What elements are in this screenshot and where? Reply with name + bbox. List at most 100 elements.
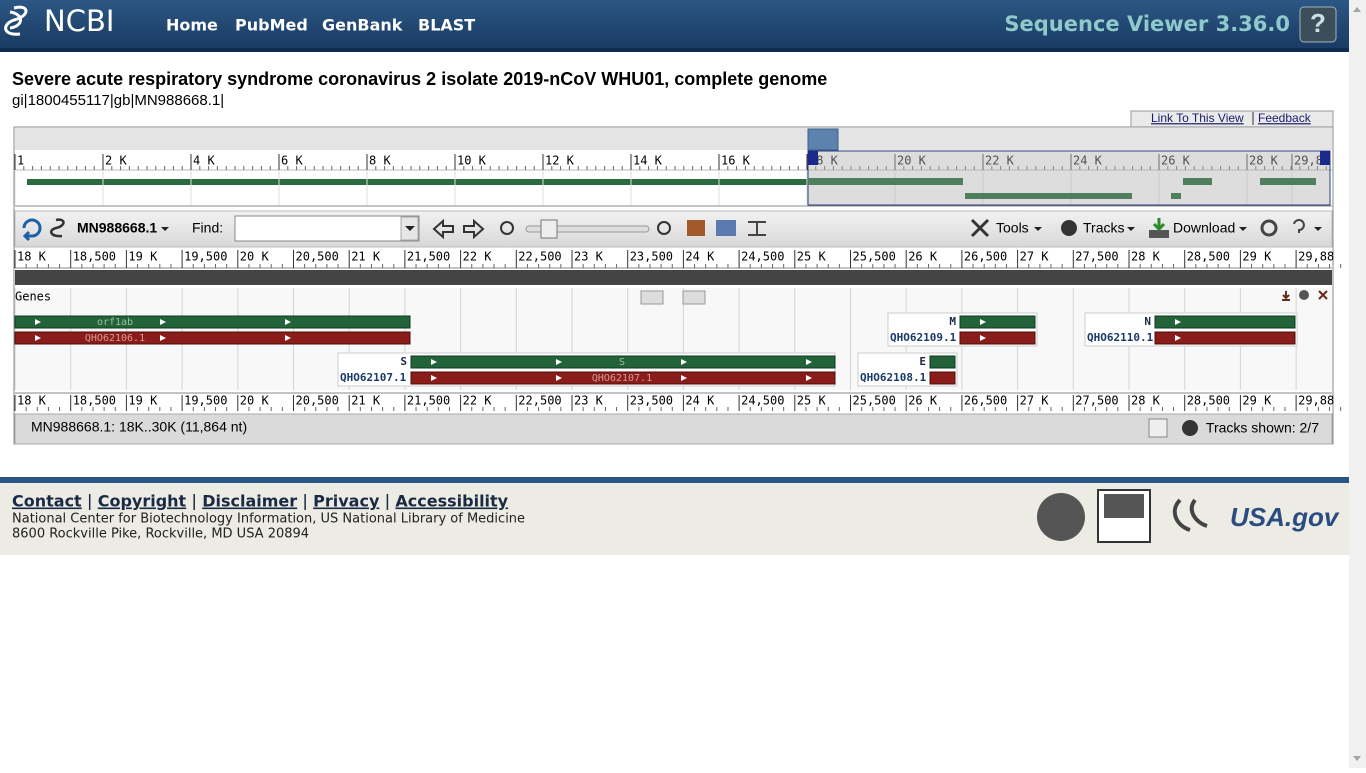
- ruler-tick-label: 25,500: [853, 394, 896, 408]
- help-menu-icon[interactable]: [1293, 219, 1305, 233]
- overview-tick-label: 26 K: [1161, 154, 1191, 168]
- help-button[interactable]: [1299, 6, 1337, 43]
- help-icon[interactable]: ?: [1310, 8, 1326, 38]
- hhs-logo[interactable]: [1172, 498, 1208, 532]
- nav-link[interactable]: GenBank: [322, 16, 403, 35]
- ruler-tick-label: 21,500: [407, 250, 450, 264]
- ruler-tick-label: 21,500: [407, 394, 450, 408]
- zoom-out[interactable]: [500, 221, 514, 235]
- overview-tick-label: 24 K: [1073, 154, 1103, 168]
- cds-bar[interactable]: [929, 371, 956, 385]
- download-menu[interactable]: Download: [1173, 220, 1235, 236]
- tools-menu[interactable]: Tools: [996, 220, 1029, 236]
- ruler-tick-label: 19,500: [184, 394, 227, 408]
- protein-name: QHO62108.1: [860, 371, 927, 384]
- track-nav-prev[interactable]: [640, 290, 664, 305]
- ruler-tick-label: 29 K: [1242, 394, 1272, 408]
- overview-tick-label: 14 K: [633, 154, 663, 168]
- footer-link[interactable]: Privacy: [313, 492, 380, 511]
- ruler-tick-label: 23,500: [630, 250, 673, 264]
- track-nav-next[interactable]: [682, 290, 706, 305]
- find-input[interactable]: [234, 215, 420, 242]
- refresh-icon[interactable]: [1260, 219, 1278, 237]
- strand-arrow: [806, 359, 812, 381]
- download-icon[interactable]: [1149, 230, 1169, 238]
- view-link[interactable]: Link To This View: [1151, 111, 1244, 125]
- tracks-shown-icon[interactable]: [1182, 420, 1198, 436]
- view-link[interactable]: Feedback: [1258, 111, 1312, 125]
- overview-marker[interactable]: [807, 128, 839, 151]
- find-dropdown-arrow[interactable]: [405, 226, 415, 231]
- tool-icon[interactable]: [716, 220, 736, 236]
- scrollbar[interactable]: [1349, 0, 1366, 768]
- ruler-tick-label: 24 K: [685, 394, 715, 408]
- tracks-icon[interactable]: [1061, 220, 1077, 236]
- selection-handle-right[interactable]: [1320, 151, 1330, 165]
- cds-bar[interactable]: [410, 371, 836, 385]
- gene-name: E: [919, 355, 926, 368]
- tool-icon[interactable]: [687, 220, 705, 236]
- tracks-shown[interactable]: Tracks shown: 2/7: [1206, 420, 1319, 436]
- ruler-tick-label: 29,88: [1298, 250, 1334, 264]
- overview-tick-label: 22 K: [985, 154, 1015, 168]
- gene-bar[interactable]: [959, 315, 1036, 329]
- ruler-tick-label: 25 K: [797, 394, 827, 408]
- seq-selector[interactable]: MN988668.1: [77, 220, 157, 236]
- ruler-tick-label: 26 K: [908, 394, 938, 408]
- tools-icon[interactable]: [970, 218, 990, 238]
- usagov-logo[interactable]: USA.gov: [1230, 502, 1340, 532]
- nav-link[interactable]: Home: [166, 16, 218, 35]
- nlm-logo-art: [1104, 494, 1144, 518]
- track-label: Genes: [15, 290, 51, 304]
- ruler-tick-label: 22 K: [463, 250, 493, 264]
- header-bar: [0, 0, 1349, 50]
- ruler-tick-label: 23 K: [574, 394, 604, 408]
- footer-line: [0, 477, 1349, 483]
- nav-link[interactable]: PubMed: [235, 16, 308, 35]
- page-subtitle: gi|1800455117|gb|MN988668.1|: [12, 92, 224, 109]
- ruler-tick-label: 28,500: [1187, 394, 1230, 408]
- gene-bar[interactable]: [929, 355, 956, 369]
- gene-bar[interactable]: [410, 355, 836, 369]
- nih-logo[interactable]: [1037, 493, 1085, 541]
- overview-tick-label: 2 K: [105, 154, 127, 168]
- track-actions[interactable]: [1282, 290, 1328, 301]
- gene-bar[interactable]: [1154, 315, 1296, 329]
- footer-link[interactable]: Copyright: [98, 492, 187, 511]
- ruler-tick-label: 19 K: [128, 250, 158, 264]
- download-arrow[interactable]: [1152, 218, 1166, 232]
- ruler-tick-label: 18 K: [17, 394, 47, 408]
- overview-tick-label: 8 K: [369, 154, 391, 168]
- zoom-thumb[interactable]: [540, 219, 558, 239]
- seq-icon[interactable]: [49, 218, 65, 238]
- footer-link[interactable]: Accessibility: [395, 492, 508, 511]
- edit-icon[interactable]: [1148, 418, 1168, 438]
- footer-text: National Center for Biotechnology Inform…: [12, 512, 525, 527]
- cds-bar[interactable]: [1154, 331, 1296, 345]
- overview-feature: [1260, 178, 1316, 185]
- back-icon[interactable]: [22, 218, 42, 242]
- strand-arrow: [681, 359, 687, 381]
- zoom-in[interactable]: [657, 221, 671, 235]
- ruler-tick-label: 21 K: [351, 250, 381, 264]
- page-title: Severe acute respiratory syndrome corona…: [12, 69, 827, 89]
- tracks-menu[interactable]: Tracks: [1083, 220, 1124, 236]
- gene-bar[interactable]: [14, 315, 411, 329]
- cds-bar[interactable]: [14, 331, 411, 345]
- footer-link[interactable]: Disclaimer: [202, 492, 297, 511]
- footer-link[interactable]: Contact: [12, 492, 82, 511]
- cds-bar[interactable]: [959, 331, 1036, 345]
- strand-arrow: [285, 319, 291, 341]
- ruler-tick-label: 20 K: [240, 250, 270, 264]
- ruler-tick-label: 26,500: [964, 394, 1007, 408]
- ruler-tick-label: 20,500: [296, 394, 339, 408]
- selection-handle-left[interactable]: [808, 151, 818, 165]
- nav-link[interactable]: BLAST: [418, 16, 475, 35]
- find-label: Find:: [192, 220, 223, 236]
- pan-buttons[interactable]: [432, 218, 485, 240]
- overview-tick-label: 4 K: [193, 154, 215, 168]
- tool-icon[interactable]: [748, 221, 766, 236]
- strand-arrow: [35, 319, 41, 341]
- track-settings[interactable]: [1299, 290, 1309, 300]
